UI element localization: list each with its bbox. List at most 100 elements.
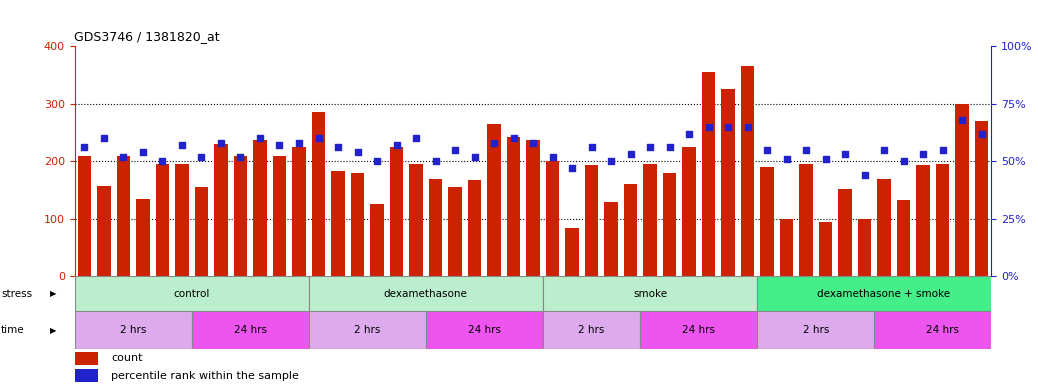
Point (778, 156, 795, 162)
Bar (758, 311, 874, 349)
Point (641, 144, 658, 151)
Point (701, 124, 717, 130)
Bar (526, 140, 540, 276)
Text: time: time (1, 325, 25, 335)
Point (95, 135, 112, 141)
Point (193, 154, 210, 160)
Point (603, 158, 620, 164)
Bar (75, 369, 98, 382)
Bar (308, 276, 543, 311)
Text: stress: stress (1, 289, 32, 299)
Text: percentile rank within the sample: percentile rank within the sample (111, 371, 299, 381)
Point (856, 172, 873, 178)
Bar (975, 121, 988, 276)
Bar (331, 171, 345, 276)
Point (368, 158, 385, 164)
Point (974, 131, 990, 137)
Bar (917, 165, 930, 276)
Bar (487, 124, 501, 276)
Bar (546, 161, 559, 276)
Bar (702, 72, 715, 276)
Bar (192, 311, 308, 349)
Bar (351, 173, 364, 276)
Point (155, 158, 171, 164)
Bar (234, 156, 247, 276)
Bar (543, 276, 758, 311)
Bar (156, 164, 169, 276)
Point (661, 144, 678, 151)
Bar (543, 311, 640, 349)
Bar (682, 147, 695, 276)
Bar (507, 136, 520, 276)
Point (837, 151, 853, 157)
Point (115, 154, 132, 160)
Text: control: control (173, 289, 210, 299)
Bar (409, 164, 422, 276)
Bar (75, 311, 192, 349)
Bar (780, 219, 793, 276)
Text: 24 hrs: 24 hrs (234, 325, 267, 335)
Bar (311, 112, 325, 276)
Point (466, 154, 483, 160)
Point (251, 135, 268, 141)
Point (681, 131, 698, 137)
Point (506, 135, 522, 141)
Text: 2 hrs: 2 hrs (578, 325, 605, 335)
Point (233, 154, 249, 160)
Bar (819, 222, 832, 276)
Point (486, 140, 502, 146)
Text: 2 hrs: 2 hrs (354, 325, 381, 335)
Point (914, 151, 931, 157)
Point (76, 144, 92, 151)
Point (388, 142, 405, 148)
Bar (640, 311, 758, 349)
Point (583, 144, 600, 151)
Bar (644, 164, 657, 276)
Bar (584, 165, 598, 276)
Bar (371, 204, 384, 276)
Text: GDS3746 / 1381820_at: GDS3746 / 1381820_at (74, 30, 219, 43)
Bar (897, 200, 910, 276)
Point (330, 144, 347, 151)
Point (895, 158, 911, 164)
Bar (935, 164, 950, 276)
Bar (662, 173, 677, 276)
Bar (839, 189, 852, 276)
Bar (75, 276, 308, 311)
Bar (426, 311, 543, 349)
Text: smoke: smoke (633, 289, 667, 299)
Bar (877, 179, 891, 276)
Text: 24 hrs: 24 hrs (926, 325, 959, 335)
Text: count: count (111, 353, 143, 363)
Point (622, 151, 638, 157)
Bar (874, 311, 1011, 349)
Point (349, 149, 365, 155)
Point (446, 147, 463, 153)
Bar (565, 227, 579, 276)
Point (739, 124, 756, 130)
Point (310, 135, 327, 141)
Text: 24 hrs: 24 hrs (682, 325, 715, 335)
Bar (389, 147, 404, 276)
Bar (195, 187, 209, 276)
Bar (253, 140, 267, 276)
Bar (429, 179, 442, 276)
Bar (448, 187, 462, 276)
Point (934, 147, 951, 153)
Text: ▶: ▶ (50, 289, 56, 298)
Bar (721, 89, 735, 276)
Bar (136, 199, 149, 276)
Bar (741, 66, 755, 276)
Point (798, 147, 815, 153)
Point (271, 142, 288, 148)
Point (173, 142, 190, 148)
Point (954, 117, 971, 123)
Bar (624, 184, 637, 276)
Text: 24 hrs: 24 hrs (468, 325, 500, 335)
Point (759, 147, 775, 153)
Bar (604, 202, 618, 276)
Text: dexamethasone + smoke: dexamethasone + smoke (818, 289, 951, 299)
Point (291, 140, 307, 146)
Bar (273, 156, 286, 276)
Bar (760, 167, 774, 276)
